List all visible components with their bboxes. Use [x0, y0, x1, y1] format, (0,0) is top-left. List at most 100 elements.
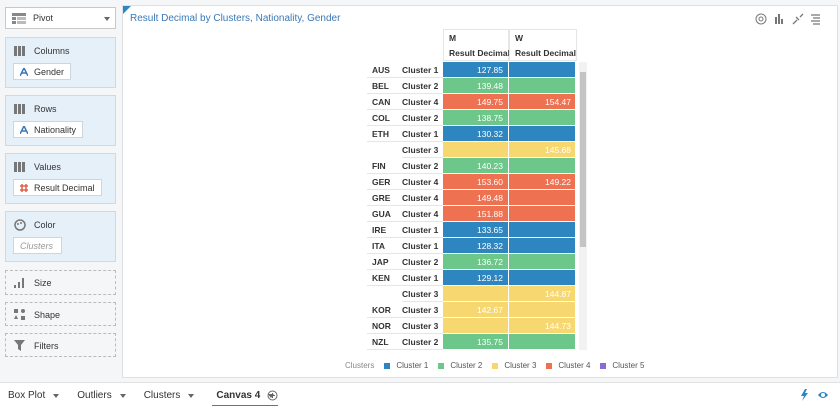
cluster-cell: Cluster 4 — [402, 190, 443, 206]
value-cell: 130.32 — [443, 126, 509, 142]
value-cell: 144.87 — [509, 286, 575, 302]
section-icon — [14, 162, 25, 172]
cluster-cell: Cluster 3 — [402, 318, 443, 334]
nationality-cell — [367, 286, 402, 302]
legend-label: Cluster 2 — [450, 361, 483, 370]
sidebar-section[interactable]: Columns Gender — [5, 37, 116, 88]
item-icon — [20, 184, 28, 192]
scrollbar[interactable] — [579, 62, 587, 350]
cluster-cell: Cluster 3 — [402, 302, 443, 318]
nationality-cell: BEL — [367, 78, 402, 94]
value-cell: 153.60 — [443, 174, 509, 190]
section-title: Filters — [34, 341, 59, 351]
value-cell: 154.47 — [509, 94, 575, 110]
size-section[interactable]: Size — [5, 270, 116, 295]
value-cell — [509, 334, 575, 350]
nationality-cell: GUA — [367, 206, 402, 222]
nationality-cell: COL — [367, 110, 402, 126]
legend-swatch — [384, 362, 391, 369]
section-title: Columns — [34, 46, 70, 56]
value-cell — [443, 318, 509, 334]
column-header: M — [443, 29, 509, 45]
dropdown-arrow — [104, 17, 110, 21]
legend-title: Clusters — [345, 361, 375, 370]
sidebar-section[interactable]: Values Result Decimal — [5, 153, 116, 204]
pivot-dropdown[interactable]: Pivot — [5, 7, 116, 29]
nationality-cell: FIN — [367, 158, 402, 174]
color-section[interactable]: Color Clusters — [5, 211, 116, 262]
tab[interactable]: Outliers — [77, 390, 126, 401]
nationality-cell: CAN — [367, 94, 402, 110]
section-item[interactable]: Nationality — [13, 121, 84, 138]
nationality-cell: ITA — [367, 238, 402, 254]
sidebar-section[interactable]: Rows Nationality — [5, 95, 116, 146]
cluster-cell: Cluster 1 — [402, 222, 443, 238]
cluster-cell: Cluster 2 — [402, 158, 443, 174]
item-icon — [19, 66, 29, 77]
legend-label: Cluster 3 — [504, 361, 537, 370]
measure-header: Result Decimal — [509, 45, 577, 61]
tab[interactable]: Box Plot — [8, 390, 60, 401]
nationality-cell: AUS — [367, 62, 402, 78]
tab-arrow — [119, 393, 126, 398]
cluster-cell: Cluster 1 — [402, 238, 443, 254]
add-tab[interactable] — [267, 390, 278, 401]
tab-arrow — [53, 393, 60, 398]
nationality-cell: KOR — [367, 302, 402, 318]
legend: Clusters Cluster 1 Cluster 2 Cluster 3 Clus… — [345, 361, 644, 370]
section-title: Values — [34, 162, 61, 172]
legend-label: Cluster 1 — [396, 361, 429, 370]
cluster-cell: Cluster 1 — [402, 126, 443, 142]
shape-section[interactable]: Shape — [5, 302, 116, 326]
column-header: W — [509, 29, 577, 45]
section-item[interactable]: Gender — [13, 63, 72, 80]
value-cell: 149.75 — [443, 94, 509, 110]
nationality-cell: ETH — [367, 126, 402, 142]
value-cell — [509, 62, 575, 78]
section-icon — [14, 104, 25, 114]
value-cell — [509, 238, 575, 254]
scroll-thumb[interactable] — [580, 72, 586, 247]
cluster-cell: Cluster 3 — [402, 286, 443, 302]
cluster-cell: Cluster 4 — [402, 174, 443, 190]
value-cell — [509, 126, 575, 142]
tab-bar: Box Plot Outliers Clusters Canvas 4 — [0, 382, 840, 406]
legend-swatch — [546, 362, 553, 369]
cluster-cell: Cluster 2 — [402, 110, 443, 126]
value-cell: 127.85 — [443, 62, 509, 78]
nationality-cell: GER — [367, 174, 402, 190]
pivot-body: AUS Cluster 1 127.85 BEL Cluster 2 139.48 CAN C… — [367, 62, 575, 350]
color-icon — [14, 219, 26, 231]
cluster-cell: Cluster 3 — [402, 142, 443, 158]
section-title: Size — [34, 278, 52, 288]
canvas-title: Result Decimal by Clusters, Nationality,… — [130, 13, 341, 24]
cluster-cell: Cluster 4 — [402, 206, 443, 222]
toolbar-icons[interactable] — [755, 13, 821, 25]
tab-label: Clusters — [143, 390, 181, 401]
value-cell: 138.75 — [443, 110, 509, 126]
color-placeholder: Clusters — [13, 237, 62, 254]
tab-label: Outliers — [77, 390, 112, 401]
tab[interactable]: Clusters — [144, 390, 195, 401]
nationality-cell: GRE — [367, 190, 402, 206]
value-cell: 149.48 — [443, 190, 509, 206]
filter-icon — [14, 340, 25, 351]
section-item[interactable]: Result Decimal — [13, 179, 102, 196]
value-cell — [443, 142, 509, 158]
legend-label: Cluster 4 — [558, 361, 591, 370]
value-cell — [443, 286, 509, 302]
nationality-cell: NOR — [367, 318, 402, 334]
status-icons[interactable] — [800, 389, 830, 401]
filters-section[interactable]: Filters — [5, 333, 116, 357]
cluster-cell: Cluster 2 — [402, 78, 443, 94]
shape-icon — [14, 309, 25, 320]
value-cell: 140.23 — [443, 158, 509, 174]
value-cell: 139.48 — [443, 78, 509, 94]
nationality-cell: NZL — [367, 334, 402, 350]
value-cell — [509, 254, 575, 270]
value-cell — [509, 190, 575, 206]
value-cell: 135.75 — [443, 334, 509, 350]
value-cell: 136.72 — [443, 254, 509, 270]
legend-label: Cluster 5 — [612, 361, 645, 370]
